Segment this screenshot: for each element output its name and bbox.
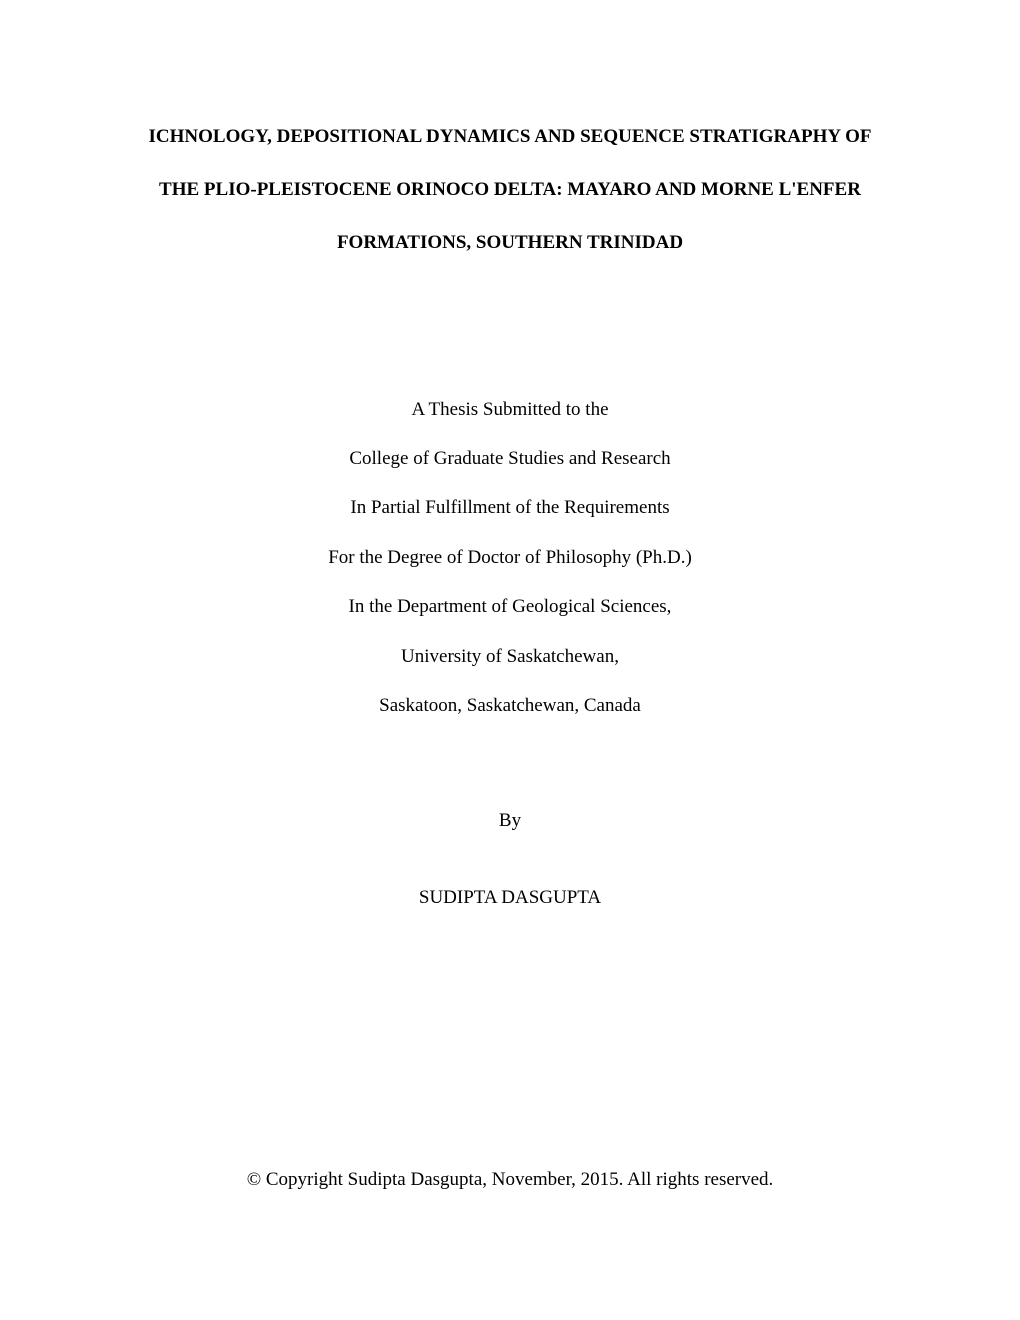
submission-line-3: In Partial Fulfillment of the Requiremen… [115,483,905,532]
submission-line-2: College of Graduate Studies and Research [115,434,905,483]
title-line-1: ICHNOLOGY, DEPOSITIONAL DYNAMICS AND SEQ… [115,110,905,163]
copyright-notice: © Copyright Sudipta Dasgupta, November, … [115,1169,905,1191]
title-line-3: FORMATIONS, SOUTHERN TRINIDAD [115,216,905,269]
submission-line-4: For the Degree of Doctor of Philosophy (… [115,533,905,582]
submission-line-7: Saskatoon, Saskatchewan, Canada [115,681,905,730]
thesis-title: ICHNOLOGY, DEPOSITIONAL DYNAMICS AND SEQ… [115,110,905,270]
submission-line-6: University of Saskatchewan, [115,632,905,681]
by-label: By [115,810,905,832]
title-line-2: THE PLIO-PLEISTOCENE ORINOCO DELTA: MAYA… [115,163,905,216]
author-name: SUDIPTA DASGUPTA [115,887,905,909]
submission-line-1: A Thesis Submitted to the [115,385,905,434]
submission-statement: A Thesis Submitted to the College of Gra… [115,385,905,731]
submission-line-5: In the Department of Geological Sciences… [115,582,905,631]
